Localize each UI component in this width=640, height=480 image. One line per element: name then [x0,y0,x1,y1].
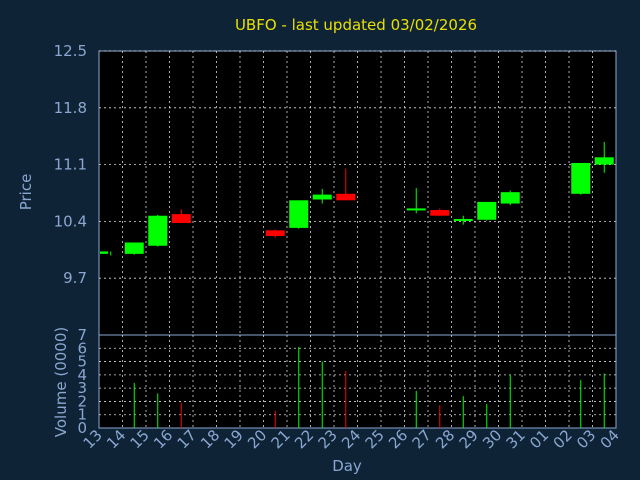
volume-tick-label: 7 [77,326,87,344]
price-tick-label: 9.7 [63,269,87,287]
volume-tick-label: 1 [77,406,87,424]
price-tick-label: 11.8 [54,99,87,117]
price-axis-label: Price [17,174,35,211]
volume-tick-label: 5 [77,353,87,371]
candle-body [406,208,426,211]
price-tick-label: 11.1 [54,156,87,174]
x-tick-labels: 1314151617181920212223242526272829303101… [80,426,623,452]
candle-body [265,230,285,237]
candle-body [289,200,309,228]
x-axis-label: Day [332,457,362,475]
candle-body [430,210,450,216]
candle-body [571,162,591,194]
volume-tick-label: 6 [77,339,87,357]
chart-title: UBFO - last updated 03/02/2026 [235,16,477,34]
candle-body [594,157,614,165]
candle-body [453,218,473,221]
price-tick-label: 12.5 [54,42,87,60]
candle-body [171,214,191,224]
candles [100,141,614,256]
price-tick-labels: 12.5 11.8 11.1 10.4 9.7 [54,42,87,287]
volume-axis-label: Volume (0000) [52,327,70,437]
volume-tick-label: 4 [77,366,87,384]
volume-bars [133,346,605,428]
candle-body [500,192,520,204]
volume-tick-label: 3 [77,379,87,397]
volume-grid [99,335,616,428]
candle-body [100,251,108,254]
candle-body [148,215,168,246]
price-grid [99,50,616,335]
price-panel: 12.5 11.8 11.1 10.4 9.7 [54,42,617,336]
candle-body [477,201,497,220]
volume-tick-label: 0 [77,419,87,437]
candle-body [124,242,144,254]
candle-body [336,193,356,201]
price-tick-label: 10.4 [54,212,87,230]
candle-body [312,194,332,200]
volume-tick-label: 2 [77,392,87,410]
